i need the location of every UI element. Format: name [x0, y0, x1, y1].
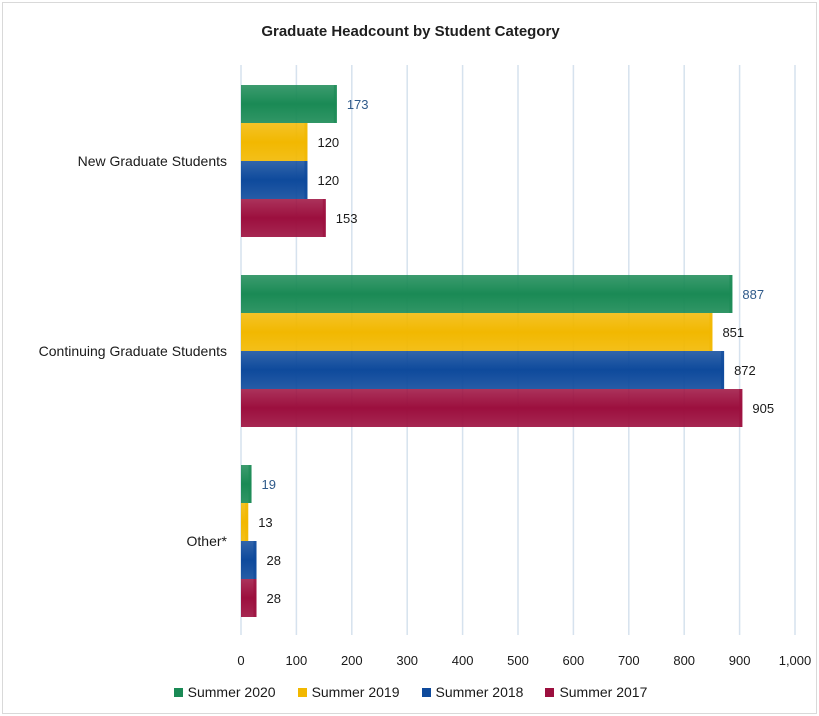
data-label: 173 — [347, 97, 369, 112]
x-tick-label: 800 — [673, 653, 695, 668]
data-label: 19 — [262, 477, 276, 492]
data-label: 905 — [752, 401, 774, 416]
x-tick-label: 700 — [618, 653, 640, 668]
data-label: 120 — [317, 173, 339, 188]
data-label: 120 — [317, 135, 339, 150]
category-label: Continuing Graduate Students — [39, 343, 227, 359]
legend-swatch — [422, 688, 431, 697]
legend-item: Summer 2017 — [545, 684, 647, 700]
x-tick-label: 100 — [286, 653, 308, 668]
category-label: Other* — [187, 533, 228, 549]
data-label: 851 — [722, 325, 744, 340]
bar-edge — [709, 313, 712, 351]
bar-edge — [304, 123, 307, 161]
bar — [241, 389, 742, 427]
bar-edge — [304, 161, 307, 199]
bar-edge — [739, 389, 742, 427]
legend-label: Summer 2019 — [312, 684, 400, 700]
legend: Summer 2020 Summer 2019 Summer 2018 Summer … — [3, 684, 818, 700]
x-tick-label: 600 — [563, 653, 585, 668]
bar — [241, 123, 307, 161]
legend-swatch — [545, 688, 554, 697]
bar-edge — [254, 541, 257, 579]
x-tick-label: 500 — [507, 653, 529, 668]
bar-edge — [323, 199, 326, 237]
bar-edge — [245, 503, 248, 541]
x-tick-label: 1,000 — [779, 653, 812, 668]
bars — [241, 85, 742, 617]
data-label: 28 — [267, 591, 281, 606]
legend-label: Summer 2017 — [559, 684, 647, 700]
data-label: 13 — [258, 515, 272, 530]
bar — [241, 85, 337, 123]
x-tick-label: 300 — [396, 653, 418, 668]
category-label: New Graduate Students — [78, 153, 227, 169]
bar-edge — [249, 465, 252, 503]
data-label: 872 — [734, 363, 756, 378]
legend-label: Summer 2020 — [188, 684, 276, 700]
data-label: 28 — [267, 553, 281, 568]
bar — [241, 351, 724, 389]
data-label: 887 — [742, 287, 764, 302]
bar-edge — [721, 351, 724, 389]
bar-edge — [334, 85, 337, 123]
bar — [241, 313, 712, 351]
legend-swatch — [174, 688, 183, 697]
x-tick-label: 200 — [341, 653, 363, 668]
bar — [241, 275, 732, 313]
x-tick-label: 0 — [237, 653, 244, 668]
x-tick-labels: 0 100 200 300 400 500 600 700 800 900 1,000 — [237, 653, 811, 668]
bar — [241, 199, 326, 237]
legend-swatch — [298, 688, 307, 697]
bar — [241, 161, 307, 199]
bar-edge — [254, 579, 257, 617]
data-label: 153 — [336, 211, 358, 226]
legend-item: Summer 2020 — [174, 684, 276, 700]
bar-edge — [729, 275, 732, 313]
category-labels: New Graduate Students Continuing Graduate… — [39, 153, 228, 549]
legend-item: Summer 2018 — [422, 684, 524, 700]
legend-item: Summer 2019 — [298, 684, 400, 700]
x-tick-label: 400 — [452, 653, 474, 668]
x-tick-label: 900 — [729, 653, 751, 668]
chart-plot: New Graduate Students Continuing Graduate… — [3, 3, 818, 715]
legend-label: Summer 2018 — [436, 684, 524, 700]
